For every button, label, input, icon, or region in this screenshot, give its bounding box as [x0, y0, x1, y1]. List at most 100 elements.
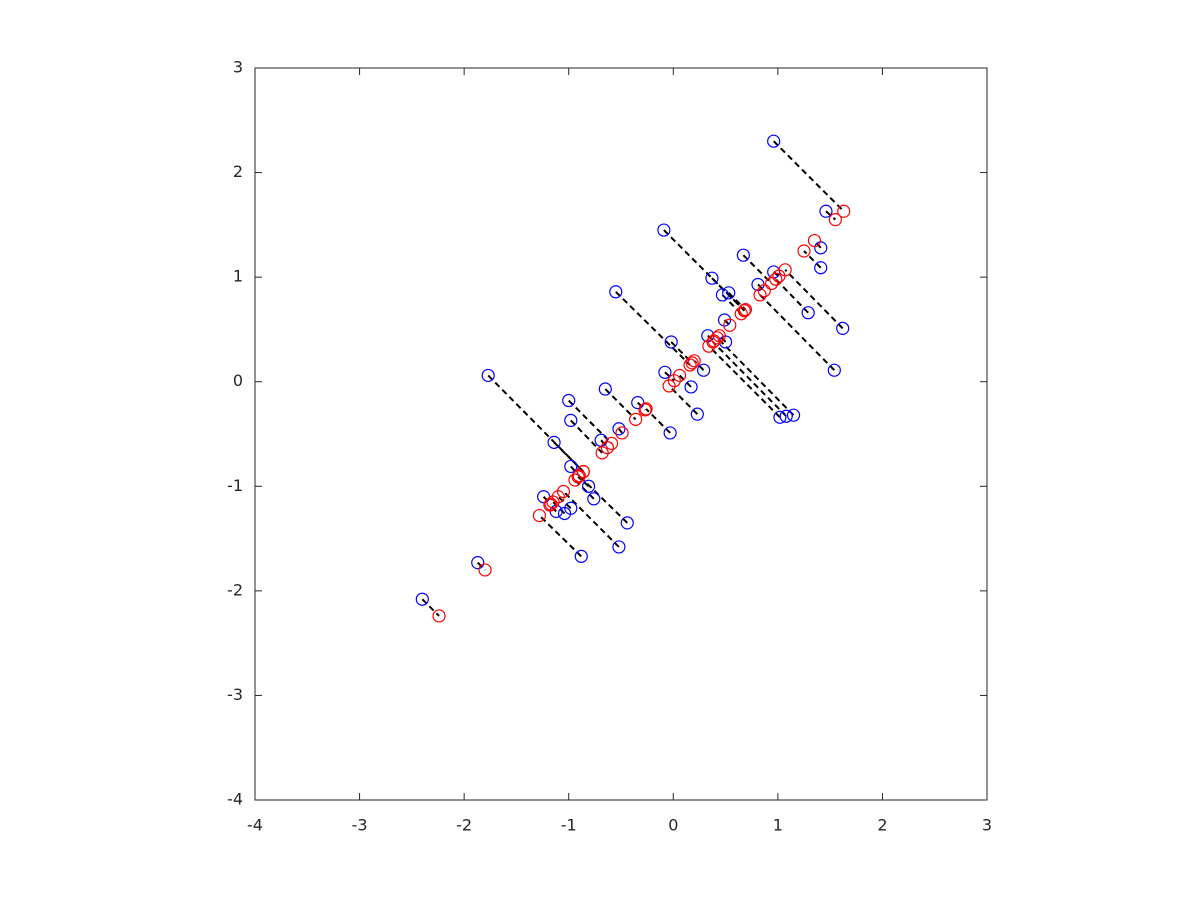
plot-box: [254, 67, 988, 801]
point: [736, 248, 750, 262]
point: [581, 479, 596, 493]
point: [612, 422, 626, 436]
point: [769, 272, 783, 286]
point: [707, 334, 721, 348]
connector: [664, 371, 675, 382]
connector: [712, 341, 787, 417]
connector: [557, 496, 572, 509]
point: [757, 284, 771, 298]
connector: [742, 254, 773, 285]
x-tick-label: 1: [773, 816, 783, 835]
point: [568, 473, 582, 487]
connector: [759, 294, 836, 371]
connector: [604, 388, 637, 421]
point: [702, 339, 716, 353]
point: [722, 286, 736, 300]
connector: [728, 292, 747, 311]
point: [672, 368, 687, 383]
point: [715, 288, 730, 302]
point: [572, 469, 586, 483]
point: [687, 354, 701, 368]
point: [629, 412, 643, 426]
connector: [825, 210, 837, 221]
connector: [600, 439, 609, 449]
point: [685, 356, 699, 370]
connector: [803, 250, 822, 269]
point: [415, 592, 429, 606]
connector: [772, 140, 845, 212]
point: [587, 492, 601, 506]
point: [801, 306, 815, 320]
connector: [615, 291, 691, 366]
point: [753, 288, 767, 302]
connector: [668, 385, 699, 415]
point: [658, 365, 672, 379]
point: [564, 501, 578, 515]
y-tick-label: -3: [227, 685, 243, 704]
point: [532, 508, 547, 523]
point: [764, 276, 779, 291]
point: [778, 263, 792, 277]
connector: [708, 345, 781, 418]
point: [432, 609, 446, 623]
connector: [757, 283, 765, 292]
point: [705, 271, 719, 285]
y-tick-label: 3: [233, 58, 243, 77]
point: [556, 484, 571, 499]
x-tick-label: -1: [561, 816, 577, 835]
point: [546, 495, 560, 509]
point: [723, 318, 737, 332]
x-tick-label: 0: [668, 816, 678, 835]
connector: [718, 334, 727, 343]
point: [551, 490, 565, 504]
point: [662, 379, 676, 393]
point: [544, 497, 558, 511]
point: [543, 498, 557, 512]
connector: [618, 428, 623, 434]
connector: [663, 229, 746, 312]
point: [773, 410, 787, 424]
point: [819, 204, 833, 218]
y-tick-label: 1: [233, 267, 243, 286]
point: [667, 374, 681, 388]
point: [814, 261, 828, 275]
point: [598, 382, 612, 396]
point: [638, 403, 652, 417]
point: [737, 304, 751, 318]
point: [604, 436, 619, 451]
y-tick-label: -4: [227, 790, 243, 809]
connector: [421, 598, 440, 617]
connector: [570, 419, 603, 454]
connector: [813, 239, 822, 249]
point: [738, 302, 753, 317]
point: [615, 426, 629, 440]
point: [576, 465, 590, 479]
point: [717, 313, 732, 327]
y-tick-label: 0: [233, 371, 243, 390]
x-tick-label: -3: [352, 816, 368, 835]
point: [767, 134, 781, 148]
point: [547, 435, 561, 449]
x-tick-label: 2: [877, 816, 887, 835]
point: [734, 307, 748, 321]
point: [827, 363, 841, 377]
x-tick-label: 3: [982, 816, 992, 835]
point: [837, 204, 851, 218]
connector: [568, 399, 613, 445]
point: [786, 408, 801, 422]
point: [697, 363, 711, 377]
x-tick-label: -4: [247, 816, 263, 835]
point: [657, 223, 671, 237]
point: [595, 446, 609, 460]
point: [639, 402, 653, 416]
point: [571, 470, 585, 484]
connector: [678, 374, 692, 388]
point: [663, 426, 677, 440]
point: [836, 321, 850, 335]
y-tick-label: -1: [227, 476, 243, 495]
point: [564, 413, 578, 428]
point: [574, 549, 588, 563]
point: [609, 285, 623, 299]
point: [664, 335, 678, 349]
